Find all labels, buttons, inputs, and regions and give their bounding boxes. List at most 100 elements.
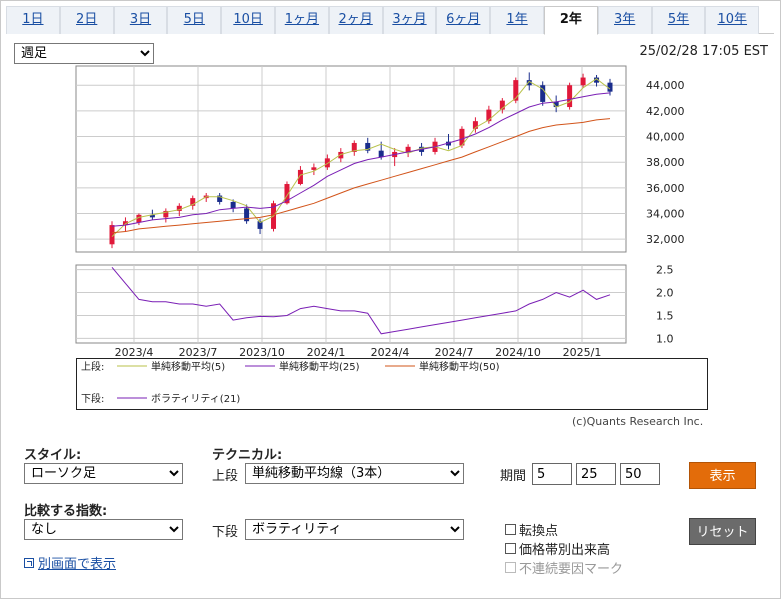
tab-10[interactable]: 2年: [543, 6, 598, 35]
y-tick-label: 32,000: [646, 233, 685, 246]
y-tick-label: 36,000: [646, 182, 685, 195]
candle-body: [136, 214, 142, 223]
y-tick-label: 38,000: [646, 156, 685, 169]
volume-by-price-checkbox[interactable]: 価格帯別出来高: [505, 539, 610, 558]
y-tick-label: 44,000: [646, 79, 685, 92]
candle-body: [217, 195, 223, 202]
candle-body: [594, 77, 600, 83]
y-tick-label: 40,000: [646, 131, 685, 144]
vol-tick-label: 1.0: [656, 332, 674, 345]
candle-body: [378, 150, 384, 158]
candle-body: [149, 214, 155, 218]
tab-0[interactable]: 1日: [6, 6, 60, 34]
candle-period-select[interactable]: 週足: [14, 43, 154, 64]
technical-label: テクニカル:: [212, 448, 283, 463]
compare-label: 比較する指数:: [24, 504, 108, 519]
new-window-icon: [24, 557, 34, 568]
period-input-short[interactable]: [532, 463, 572, 485]
copyright: (c)Quants Research Inc.: [572, 415, 704, 428]
sma-line-2: [111, 118, 611, 234]
style-select[interactable]: ローソク足: [24, 463, 183, 484]
reset-button[interactable]: リセット: [689, 518, 756, 545]
x-tick-label: 2025/1: [563, 346, 602, 359]
checkbox-box: [505, 562, 516, 573]
main-plot-area: [75, 65, 627, 253]
candle-body: [472, 121, 478, 129]
x-tick-label: 2023/4: [115, 346, 154, 359]
tab-7[interactable]: 3ヶ月: [382, 6, 437, 34]
sma-line-1: [111, 92, 611, 227]
candle-body: [230, 201, 236, 209]
compare-select[interactable]: なし: [24, 519, 183, 540]
candle-body: [109, 225, 115, 245]
x-tick-label: 2024/7: [435, 346, 474, 359]
candle-body: [351, 142, 357, 152]
candle-body: [297, 169, 303, 185]
upper-tier-label: 上段: [212, 469, 239, 484]
legend-lower-label: 下段:: [81, 392, 104, 405]
tab-1[interactable]: 2日: [59, 6, 114, 34]
candle-body: [553, 101, 559, 108]
candle-body: [540, 85, 546, 102]
candle-body: [526, 80, 532, 86]
style-label: スタイル:: [24, 448, 82, 463]
candle-body: [445, 141, 451, 146]
tab-4[interactable]: 10日: [221, 6, 275, 34]
checkbox-box[interactable]: [505, 524, 516, 535]
volume-by-price-label: 価格帯別出来高: [519, 543, 611, 558]
tab-5[interactable]: 1ヶ月: [274, 6, 329, 34]
show-button[interactable]: 表示: [689, 462, 756, 489]
turning-point-label: 転換点: [519, 524, 559, 539]
upper-technical-select[interactable]: 単純移動平均線（3本）: [245, 463, 464, 484]
y-tick-label: 34,000: [646, 208, 685, 221]
tab-8[interactable]: 6ヶ月: [436, 6, 491, 34]
x-tick-label: 2024/4: [371, 346, 410, 359]
period-input-mid[interactable]: [576, 463, 616, 485]
new-window-link[interactable]: 別画面で表示: [24, 553, 116, 572]
candle-body: [459, 128, 465, 146]
vol-tick-label: 2.5: [656, 264, 674, 277]
legend-item-sma: 単純移動平均(50): [419, 360, 500, 373]
vol-tick-label: 2.0: [656, 287, 674, 300]
candle-body: [580, 77, 586, 86]
price-chart: 32,000 34,000 36,000 38,000 40,000 42,000 44,0…: [75, 65, 685, 359]
lower-tier-label: 下段: [212, 525, 239, 540]
chart-legend: 上段: 単純移動平均(5) 単純移動平均(25) 単純移動平均(50) 下段: ボラティリ…: [76, 358, 708, 410]
candle-body: [324, 158, 330, 168]
discontinuity-mark-checkbox: 不連続要因マーク: [505, 558, 623, 577]
x-tick-label: 2024/10: [495, 346, 541, 359]
x-tick-label: 2023/10: [239, 346, 285, 359]
y-tick-label: 42,000: [646, 105, 685, 118]
timestamp: 25/02/28 17:05 EST: [639, 44, 768, 59]
sma-line-0: [111, 78, 611, 237]
legend-item-sma: 単純移動平均(5): [151, 360, 225, 373]
turning-point-checkbox[interactable]: 転換点: [505, 520, 558, 539]
candle-body: [244, 208, 250, 222]
period-input-long[interactable]: [620, 463, 660, 485]
tab-13[interactable]: 10年: [705, 6, 760, 34]
candle-body: [176, 205, 182, 211]
candle-body: [607, 82, 613, 92]
candle-body: [486, 109, 492, 122]
legend-graphic: 上段: 単純移動平均(5) 単純移動平均(25) 単純移動平均(50) 下段: ボラティリ…: [81, 360, 500, 405]
legend-item-sma: 単純移動平均(25): [279, 360, 360, 373]
tab-3[interactable]: 5日: [167, 6, 222, 34]
volatility-plot-area: [75, 264, 627, 344]
legend-item-volatility: ボラティリティ(21): [151, 393, 240, 405]
new-window-label: 別画面で表示: [38, 557, 117, 572]
candle-body: [499, 100, 505, 110]
lower-technical-select[interactable]: ボラティリティ: [245, 519, 464, 540]
tab-11[interactable]: 3年: [597, 6, 652, 34]
candle-body: [163, 210, 169, 218]
tab-2[interactable]: 3日: [113, 6, 168, 34]
tab-9[interactable]: 1年: [490, 6, 544, 34]
candle-body: [405, 146, 411, 152]
legend-upper-label: 上段:: [81, 360, 104, 373]
candle-body: [567, 85, 573, 108]
candle-body: [257, 221, 263, 229]
candle-body: [284, 184, 290, 204]
tab-6[interactable]: 2ヶ月: [328, 6, 383, 34]
tab-12[interactable]: 5年: [651, 6, 706, 34]
period-tabs: 1日 2日 3日 5日 10日 1ヶ月 2ヶ月 3ヶ月 6ヶ月 1年 2年 3年 5年 10年: [6, 6, 774, 35]
checkbox-box[interactable]: [505, 543, 516, 554]
